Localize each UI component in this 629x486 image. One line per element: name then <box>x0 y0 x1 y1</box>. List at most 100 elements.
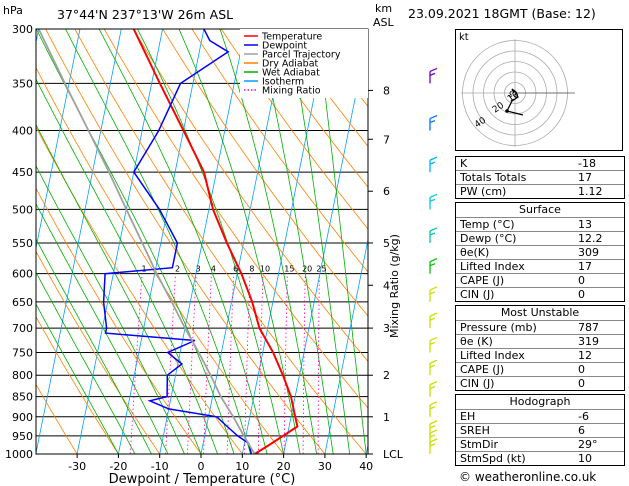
wet-adiabat <box>36 203 169 454</box>
temp-tick-label: -20 <box>109 460 127 473</box>
temp-tick-label: 30 <box>318 460 332 473</box>
legend-label: Dewpoint <box>262 41 307 52</box>
dry-adiabat <box>250 29 368 188</box>
wind-barb-flag <box>429 227 438 232</box>
dry-adiabat <box>74 29 367 454</box>
surface-box: Surface Temp (°C) 13 Dewp (°C) 12.2 θe(K) 3… <box>455 202 625 302</box>
wind-barb-flag <box>429 114 438 120</box>
km-tick-label: 4 <box>383 279 390 292</box>
mixing-ratio-line <box>203 273 212 454</box>
height-unit-asl: ASL <box>373 16 395 29</box>
mixing-ratio-line <box>302 273 306 454</box>
temp-tick-label: 0 <box>198 460 205 473</box>
wind-barb-flag <box>429 263 436 267</box>
temp-tick-label: -30 <box>68 460 86 473</box>
km-tick-label: 2 <box>383 369 390 382</box>
dry-adiabat <box>36 187 202 454</box>
surface-title: Surface <box>456 203 624 218</box>
skewt-axes: 1000950900850800750700650600550500450400… <box>5 23 404 473</box>
mixing-ratio-line <box>187 273 197 454</box>
km-tick-label: 6 <box>383 185 390 198</box>
hodograph-row: StmDir 29° <box>456 438 624 452</box>
parcel-trajectory-line <box>37 29 256 454</box>
dry-adiabat <box>133 29 368 362</box>
legend-label: Mixing Ratio <box>262 86 321 97</box>
dry-adiabat <box>36 126 243 454</box>
pressure-tick-label: 500 <box>12 203 33 216</box>
skewt-profiles <box>37 29 299 454</box>
wind-barb-flag <box>429 401 438 406</box>
dry-adiabat <box>220 29 368 230</box>
wind-barb-flag <box>429 312 438 317</box>
dry-adiabat <box>279 29 368 147</box>
km-tick-label: LCL <box>383 448 404 461</box>
legend-label: Temperature <box>261 32 322 43</box>
pressure-tick-label: 900 <box>12 411 33 424</box>
pressure-tick-label: 300 <box>12 23 33 36</box>
mixing-ratio-line <box>244 273 251 454</box>
pressure-tick-label: 800 <box>12 369 33 382</box>
dry-adiabat <box>162 29 368 317</box>
temp-tick-label: 20 <box>277 460 291 473</box>
index-row: Totals Totals 17 <box>456 171 624 185</box>
wind-barb-flag <box>429 429 438 434</box>
wet-adiabat <box>316 29 367 454</box>
mixing-ratio-line <box>257 273 264 454</box>
wet-adiabat <box>36 238 152 454</box>
legend-background <box>240 29 368 98</box>
mixing-ratio-label: 4 <box>211 265 216 274</box>
pressure-tick-label: 750 <box>12 346 33 359</box>
height-unit-km: km <box>375 2 392 15</box>
pressure-tick-label: 450 <box>12 166 33 179</box>
hodograph: kt 10 20 40 ☊ <box>455 29 623 151</box>
wind-barb-flag <box>429 364 436 368</box>
most-unstable-row: CAPE (J) 0 <box>456 363 624 377</box>
mixing-ratio-label: 15 <box>284 265 294 274</box>
wind-barb-flag <box>429 198 436 202</box>
hodograph-trace <box>506 88 524 116</box>
pressure-tick-label: 1000 <box>5 448 33 461</box>
wind-barb-flag <box>429 434 436 438</box>
most-unstable-row: θe (K) 319 <box>456 335 624 349</box>
surface-row: Dewp (°C) 12.2 <box>456 232 624 246</box>
dry-adiabat <box>103 29 368 409</box>
temp-tick-label: 10 <box>235 460 249 473</box>
km-tick-label: 7 <box>383 133 390 146</box>
wind-barbs <box>429 67 438 454</box>
wet-adiabat <box>36 271 136 454</box>
wind-barb-flag <box>429 286 438 291</box>
pressure-tick-label: 550 <box>12 237 33 250</box>
pressure-tick-label: 700 <box>12 322 33 335</box>
hodograph-row: EH -6 <box>456 410 624 424</box>
hodograph-title: Hodograph <box>456 395 624 410</box>
wet-adiabat <box>65 29 251 454</box>
datetime-title: 23.09.2021 18GMT (Base: 12) <box>408 6 596 21</box>
wind-barb-flag <box>429 443 436 447</box>
isotherm <box>159 29 246 454</box>
indices-box: K -18 Totals Totals 17 PW (cm) 1.12 <box>455 156 625 199</box>
dry-adiabat <box>36 250 161 454</box>
hodograph-unit: kt <box>459 32 469 43</box>
surface-row: CAPE (J) 0 <box>456 274 624 288</box>
pressure-tick-label: 350 <box>12 77 33 90</box>
surface-row: Temp (°C) 13 <box>456 218 624 232</box>
hodograph-row: SREH 6 <box>456 424 624 438</box>
wet-adiabat <box>36 165 185 454</box>
wind-barb-flag <box>429 381 438 386</box>
legend-label: Wet Adiabat <box>262 68 320 79</box>
hodograph-box: Hodograph EH -6 SREH 6 StmDir 29° StmSpd (k… <box>455 394 625 466</box>
wind-barb-flag <box>429 359 438 364</box>
dry-adiabat <box>36 383 78 454</box>
wet-adiabat <box>288 29 351 454</box>
wind-barb-flag <box>429 193 438 198</box>
pressure-tick-label: 650 <box>12 296 33 309</box>
isotherm <box>283 32 368 454</box>
most-unstable-title: Most Unstable <box>456 306 624 321</box>
isotherm <box>118 29 205 454</box>
wind-barb-flag <box>429 119 436 124</box>
pressure-tick-label: 400 <box>12 125 33 138</box>
wind-barb-flag <box>429 258 438 263</box>
km-tick-label: 3 <box>383 322 390 335</box>
storm-motion-marker: ☊ <box>509 90 517 100</box>
